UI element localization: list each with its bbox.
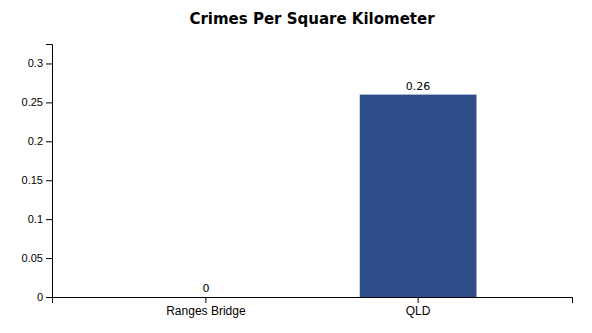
y-tick-label: 0.05 <box>22 252 43 264</box>
y-tick-mark <box>46 141 52 142</box>
bar <box>360 95 477 297</box>
y-tick-label: 0.1 <box>28 213 43 225</box>
y-tick-mark <box>46 102 52 103</box>
y-tick-mark <box>46 219 52 220</box>
x-tick-mark <box>205 297 206 303</box>
y-tick: 0.2 <box>28 135 52 147</box>
y-tick-label: 0.2 <box>28 135 43 147</box>
plot-area: 00.050.10.150.20.250.3Ranges BridgeQLD00… <box>22 45 573 318</box>
title: Crimes Per Square Kilometer <box>189 10 435 28</box>
bars <box>360 95 477 297</box>
y-tick-label: 0.15 <box>22 174 43 186</box>
y-tick: 0 <box>37 291 52 303</box>
y-tick-label: 0 <box>37 291 43 303</box>
chart-svg: 00.050.10.150.20.250.3Ranges BridgeQLD00… <box>0 0 592 333</box>
x-tick: QLD <box>406 297 431 318</box>
y-tick: 0.25 <box>22 96 52 108</box>
y-axis: 0 0.05 0.1 0.15 0.2 0.25 0.3 <box>22 45 53 304</box>
y-tick-mark <box>46 180 52 181</box>
x-tick-mark <box>418 297 419 303</box>
y-tick-mark <box>46 297 52 298</box>
data-labels: 00.26 <box>202 80 430 295</box>
y-tick-label: 0.25 <box>22 96 43 108</box>
x-tick-label: Ranges Bridge <box>166 304 246 318</box>
x-axis: Ranges Bridge QLD <box>53 297 573 318</box>
x-tick-label: QLD <box>406 304 431 318</box>
data-label: 0 <box>202 282 209 295</box>
y-tick: 0.15 <box>22 174 52 186</box>
y-tick: 0.1 <box>28 213 52 225</box>
data-label: 0.26 <box>406 80 431 93</box>
y-tick-mark <box>46 63 52 64</box>
y-tick-label: 0.3 <box>28 57 43 69</box>
x-tick: Ranges Bridge <box>166 297 246 318</box>
y-tick-mark <box>46 258 52 259</box>
bar <box>148 297 265 298</box>
y-axis-line <box>46 45 53 298</box>
chart-container: 00.050.10.150.20.250.3Ranges BridgeQLD00… <box>0 0 592 333</box>
x-axis-line <box>53 298 573 304</box>
y-tick: 0.05 <box>22 252 52 264</box>
y-tick: 0.3 <box>28 57 52 69</box>
